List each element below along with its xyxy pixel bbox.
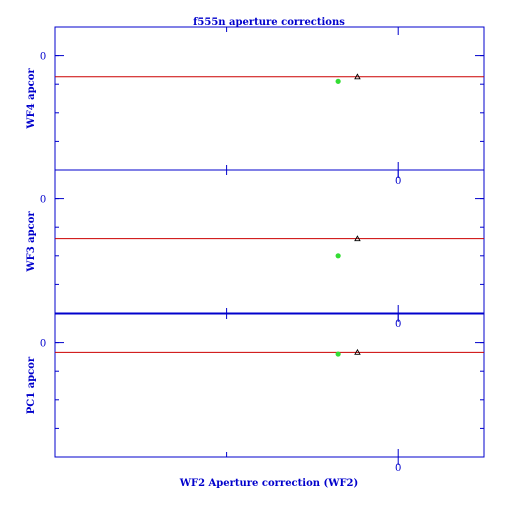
y-axis-label: PC1 apcor	[26, 356, 37, 414]
green-point	[335, 253, 341, 259]
panel-frame	[54, 169, 485, 314]
x-axis-label: WF2 Aperture correction (WF2)	[179, 478, 359, 489]
green-point	[335, 78, 341, 84]
chart-title: f555n aperture corrections	[193, 17, 345, 28]
panel-frame	[54, 26, 485, 171]
panel-frame	[54, 313, 485, 458]
triangle-point	[354, 348, 361, 355]
x-tick-label: 0	[395, 319, 401, 330]
x-tick-label: 0	[395, 176, 401, 187]
x-tick-label: 0	[395, 463, 401, 474]
y-tick-label: 0	[40, 195, 46, 206]
y-axis-label: WF3 apcor	[26, 211, 37, 273]
green-point	[335, 351, 341, 357]
y-tick-label: 0	[40, 52, 46, 63]
triangle-point	[354, 235, 361, 242]
y-axis-label: WF4 apcor	[26, 68, 37, 130]
triangle-point	[354, 73, 361, 80]
y-tick-label: 0	[40, 339, 46, 350]
